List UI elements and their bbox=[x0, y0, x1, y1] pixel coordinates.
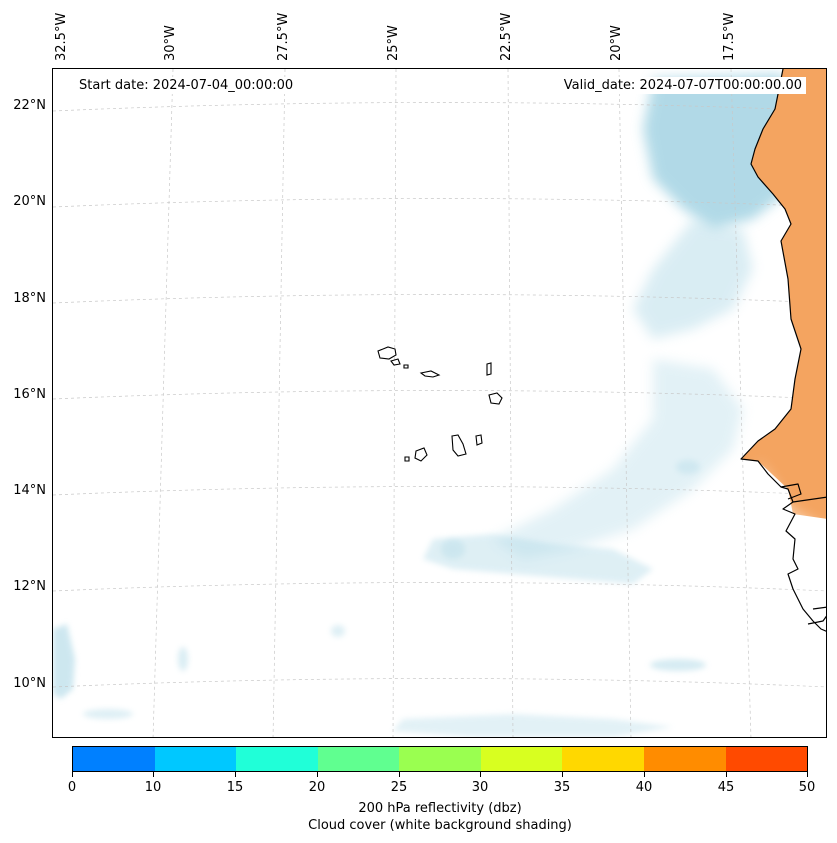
cloud-shading-patch-6 bbox=[441, 539, 465, 559]
lat-label-20n: 20°N bbox=[13, 194, 46, 209]
lat-label-18n: 18°N bbox=[13, 291, 46, 306]
colorbar-tick-mark-40 bbox=[644, 772, 645, 777]
cloud-shading-coast-band bbox=[633, 219, 753, 339]
cloud-shading-tail bbox=[493, 359, 743, 559]
coastline-guinea-bissau bbox=[807, 606, 826, 625]
cloud-shading-patch-2 bbox=[178, 647, 188, 671]
colorbar-title-reflectivity: 200 hPa reflectivity (dbz) bbox=[358, 801, 522, 816]
gridline-lon-20w bbox=[618, 69, 632, 737]
colorbar-tick-0: 0 bbox=[67, 780, 77, 795]
colorbar-segment-40-45 bbox=[643, 747, 726, 771]
gridline-lat-14n bbox=[53, 486, 826, 496]
coastline-lines bbox=[740, 69, 826, 632]
colorbar-title-cloud-cover: Cloud cover (white background shading) bbox=[308, 818, 572, 833]
colorbar-segment-30-35 bbox=[480, 747, 563, 771]
cloud-shading-patch-1 bbox=[650, 659, 706, 671]
gridline-lat-12n bbox=[53, 582, 826, 592]
lon-label-22-5w: 22.5°W bbox=[499, 12, 514, 61]
island-santiago bbox=[451, 434, 467, 457]
colorbar-segment-20-25 bbox=[317, 747, 400, 771]
gridline-lat-10n bbox=[53, 678, 826, 688]
land-shading-fade bbox=[758, 459, 826, 588]
colorbar-tick-mark-30 bbox=[480, 772, 481, 777]
gridline-lon-30w bbox=[152, 69, 174, 737]
coastline-gambia bbox=[780, 483, 802, 500]
lon-label-27-5w: 27.5°W bbox=[276, 12, 291, 61]
lat-label-22n: 22°N bbox=[13, 98, 46, 113]
gridline-lat-18n bbox=[53, 294, 826, 304]
cloud-shading-patch-5 bbox=[676, 460, 700, 474]
gridline-lat-20n bbox=[53, 198, 826, 208]
island-fogo bbox=[414, 447, 428, 462]
lat-label-16n: 16°N bbox=[13, 387, 46, 402]
colorbar-tick-35: 35 bbox=[553, 780, 571, 795]
cloud-shading-patch-3 bbox=[331, 625, 345, 637]
map-canvas bbox=[53, 69, 826, 737]
cloud-shading-patch-4 bbox=[83, 709, 133, 719]
lat-label-10n: 10°N bbox=[13, 676, 46, 691]
island-maio bbox=[475, 434, 483, 446]
colorbar-segment-0-10 bbox=[73, 747, 155, 771]
lat-label-14n: 14°N bbox=[13, 483, 46, 498]
colorbar-tick-mark-20 bbox=[317, 772, 318, 777]
colorbar-tick-30: 30 bbox=[471, 780, 489, 795]
island-santo-antao bbox=[377, 346, 397, 360]
colorbar-segment-10-15 bbox=[154, 747, 237, 771]
colorbar-tick-45: 45 bbox=[717, 780, 735, 795]
gridline-lon-22-5w bbox=[507, 69, 514, 737]
island-boa-vista bbox=[488, 392, 503, 405]
cloud-shading-west-edge bbox=[53, 624, 75, 699]
lat-label-12n: 12°N bbox=[13, 579, 46, 594]
cloud-shading-bottom bbox=[393, 714, 673, 737]
lon-label-20w: 20°W bbox=[609, 25, 624, 61]
colorbar-segment-45-50 bbox=[725, 747, 808, 771]
colorbar-segment-15-20 bbox=[236, 747, 318, 771]
island-santa-luzia bbox=[403, 364, 409, 369]
gridline-lon-17-5w bbox=[730, 69, 752, 737]
island-sal bbox=[486, 362, 492, 376]
island-brava bbox=[404, 456, 410, 462]
cloud-shading-south-streak bbox=[423, 534, 653, 584]
gridline-lat-22n bbox=[53, 102, 826, 112]
island-sao-vicente bbox=[390, 358, 401, 366]
island-sao-nicolau bbox=[419, 370, 441, 378]
colorbar-tick-25: 25 bbox=[390, 780, 408, 795]
colorbar-tick-50: 50 bbox=[798, 780, 816, 795]
colorbar-tick-20: 20 bbox=[308, 780, 326, 795]
colorbar-tick-mark-35 bbox=[562, 772, 563, 777]
coastline-senegal-inlet bbox=[792, 496, 826, 503]
colorbar-tick-mark-50 bbox=[807, 772, 808, 777]
colorbar-tick-10: 10 bbox=[144, 780, 162, 795]
cloud-cover-shading bbox=[53, 74, 793, 737]
colorbar-tick-mark-25 bbox=[399, 772, 400, 777]
cloud-shading-northeast bbox=[643, 74, 793, 229]
gridline-lon-27-5w bbox=[272, 69, 286, 737]
valid-date-label: Valid_date: 2024-07-07T00:00:00.00 bbox=[559, 77, 806, 94]
colorbar-tick-mark-0 bbox=[72, 772, 73, 777]
cape-verde-islands bbox=[377, 346, 503, 462]
colorbar-segment-35-40 bbox=[562, 747, 644, 771]
colorbar-tick-mark-15 bbox=[235, 772, 236, 777]
lon-label-25w: 25°W bbox=[386, 25, 401, 61]
reflectivity-colorbar bbox=[72, 746, 808, 772]
lon-label-17-5w: 17.5°W bbox=[722, 12, 737, 61]
lon-label-30w: 30°W bbox=[163, 25, 178, 61]
gridline-lat-16n bbox=[53, 390, 826, 400]
colorbar-tick-mark-10 bbox=[153, 772, 154, 777]
map-panel: Start date: 2024-07-04_00:00:00 Valid_da… bbox=[52, 68, 827, 738]
colorbar-tick-mark-45 bbox=[726, 772, 727, 777]
colorbar-tick-15: 15 bbox=[226, 780, 244, 795]
lon-label-32-5w: 32.5°W bbox=[54, 12, 69, 61]
start-date-label: Start date: 2024-07-04_00:00:00 bbox=[75, 77, 298, 94]
coastline-mainland bbox=[740, 69, 826, 632]
map-gridlines bbox=[53, 69, 826, 737]
gridline-lon-25w bbox=[392, 69, 397, 737]
colorbar-tick-40: 40 bbox=[635, 780, 653, 795]
colorbar-segment-25-30 bbox=[399, 747, 481, 771]
